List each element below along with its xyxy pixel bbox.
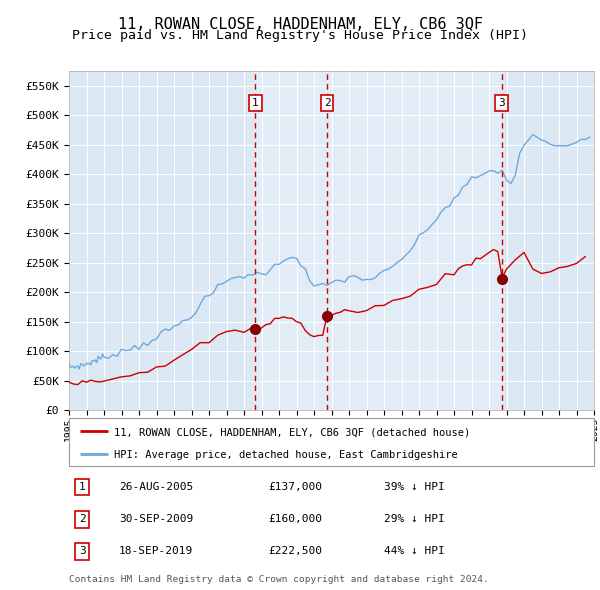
Text: 3: 3 [79,546,86,556]
Text: £160,000: £160,000 [269,514,323,524]
Text: Contains HM Land Registry data © Crown copyright and database right 2024.: Contains HM Land Registry data © Crown c… [69,575,489,584]
Text: HPI: Average price, detached house, East Cambridgeshire: HPI: Average price, detached house, East… [113,450,457,460]
Text: 11, ROWAN CLOSE, HADDENHAM, ELY, CB6 3QF (detached house): 11, ROWAN CLOSE, HADDENHAM, ELY, CB6 3QF… [113,427,470,437]
Text: 30-SEP-2009: 30-SEP-2009 [119,514,193,524]
Text: 29% ↓ HPI: 29% ↓ HPI [384,514,445,524]
Text: Price paid vs. HM Land Registry's House Price Index (HPI): Price paid vs. HM Land Registry's House … [72,30,528,42]
Text: 1: 1 [79,482,86,492]
Bar [256,71,502,410]
Text: 1: 1 [252,98,259,108]
FancyBboxPatch shape [69,418,594,466]
Text: 3: 3 [498,98,505,108]
Text: 39% ↓ HPI: 39% ↓ HPI [384,482,445,492]
Text: 26-AUG-2005: 26-AUG-2005 [119,482,193,492]
Text: 2: 2 [79,514,86,524]
Text: 44% ↓ HPI: 44% ↓ HPI [384,546,445,556]
Text: 11, ROWAN CLOSE, HADDENHAM, ELY, CB6 3QF: 11, ROWAN CLOSE, HADDENHAM, ELY, CB6 3QF [118,17,482,31]
Text: £222,500: £222,500 [269,546,323,556]
Text: 18-SEP-2019: 18-SEP-2019 [119,546,193,556]
Text: £137,000: £137,000 [269,482,323,492]
Text: 2: 2 [324,98,331,108]
